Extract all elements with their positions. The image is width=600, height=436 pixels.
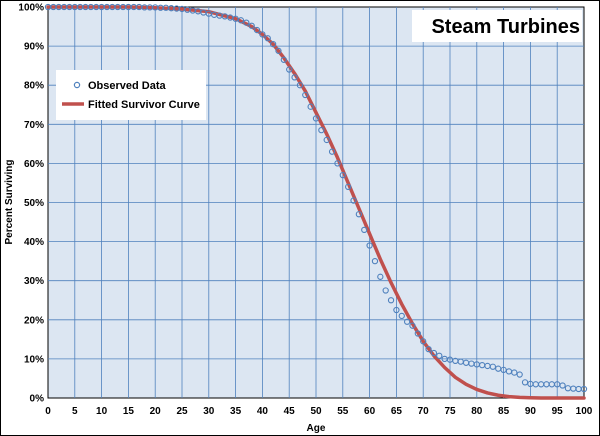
observed-data-point — [243, 19, 250, 26]
observed-data-point — [355, 211, 363, 218]
observed-data-point — [286, 66, 293, 73]
observed-data-point — [371, 257, 379, 265]
observed-data-point — [436, 352, 443, 359]
x-tick-label: 100 — [576, 406, 593, 417]
legend: Observed Data Fitted Survivor Curve — [56, 70, 206, 120]
y-axis-title: Percent Surviving — [4, 159, 15, 244]
observed-data-point — [328, 148, 336, 155]
x-tick-label: 15 — [123, 406, 135, 417]
observed-data-point — [291, 74, 298, 81]
x-tick-label: 30 — [203, 406, 215, 417]
x-tick-label: 70 — [418, 406, 430, 417]
y-tick-label: 80% — [24, 81, 44, 92]
observed-data-point — [312, 115, 320, 122]
x-tick-label: 95 — [552, 406, 564, 417]
observed-data-point — [248, 22, 255, 29]
observed-data-point — [521, 379, 529, 386]
legend-label-fitted: Fitted Survivor Curve — [88, 99, 200, 111]
y-tick-label: 50% — [24, 198, 44, 209]
observed-data-point — [393, 306, 400, 314]
x-tick-label: 85 — [498, 406, 510, 417]
observed-data-point — [430, 349, 438, 357]
x-tick-label: 40 — [257, 406, 269, 417]
observed-data-point — [500, 366, 507, 373]
x-tick-label: 25 — [176, 406, 188, 417]
y-tick-label: 60% — [24, 159, 44, 170]
observed-data-point — [489, 363, 497, 370]
observed-data-point — [339, 171, 346, 179]
y-tick-label: 30% — [24, 276, 44, 287]
y-tick-label: 20% — [24, 315, 44, 326]
observed-data-point — [275, 47, 282, 54]
observed-data-point — [377, 273, 384, 280]
observed-data-point — [345, 183, 352, 191]
observed-data-series — [44, 3, 588, 393]
x-tick-labels: 0 5 10 15 20 25 30 35 40 45 50 55 60 65 70 75 80 85 90 95 10… — [45, 406, 593, 417]
x-tick-label: 35 — [230, 406, 242, 417]
observed-data-point — [511, 369, 518, 376]
observed-data-point — [302, 91, 309, 99]
observed-data-point — [232, 15, 239, 22]
observed-data-point — [307, 103, 314, 110]
observed-data-point — [366, 242, 373, 249]
observed-data-point — [403, 318, 411, 325]
observed-data-point — [414, 330, 421, 337]
gridlines — [48, 7, 584, 398]
x-tick-label: 90 — [525, 406, 537, 417]
observed-data-point — [280, 56, 287, 63]
observed-data-point — [398, 312, 405, 320]
x-tick-label: 45 — [284, 406, 296, 417]
observed-data-point — [259, 31, 266, 38]
observed-data-point — [516, 371, 523, 378]
observed-data-point — [264, 35, 271, 42]
observed-data-point — [409, 322, 416, 329]
observed-data-point — [420, 338, 427, 345]
observed-data-point — [253, 26, 261, 34]
x-tick-label: 20 — [150, 406, 162, 417]
y-tick-labels: 0% 10% 20% 30% 40% 50% 60% 70% 80% 90% 100% — [18, 3, 44, 405]
x-tick-label: 80 — [471, 406, 483, 417]
observed-data-point — [425, 345, 432, 353]
x-tick-label: 50 — [310, 406, 322, 417]
y-tick-label: 100% — [18, 3, 44, 14]
observed-data-point — [334, 160, 341, 167]
observed-data-point — [269, 40, 277, 48]
observed-data-point — [361, 226, 368, 234]
observed-data-point — [382, 287, 389, 294]
x-tick-label: 60 — [364, 406, 376, 417]
x-tick-label: 0 — [45, 406, 51, 417]
observed-data-point — [580, 385, 588, 393]
x-tick-label: 65 — [391, 406, 403, 417]
y-tick-label: 70% — [24, 120, 44, 131]
y-tick-label: 90% — [24, 42, 44, 53]
x-axis-title: Age — [307, 423, 326, 434]
y-tick-label: 40% — [24, 237, 44, 248]
observed-data-point — [318, 127, 325, 134]
observed-data-point — [387, 297, 395, 304]
observed-data-point — [296, 82, 304, 89]
observed-data-point — [323, 136, 330, 144]
y-tick-label: 10% — [24, 354, 44, 365]
legend-marker-observed — [73, 81, 81, 89]
x-tick-label: 10 — [96, 406, 108, 417]
observed-data-point — [559, 382, 566, 389]
chart-title: Steam Turbines — [431, 16, 580, 38]
title-box — [412, 10, 582, 42]
observed-data-point — [237, 17, 245, 24]
x-tick-label: 5 — [72, 406, 78, 417]
legend-label-observed: Observed Data — [88, 80, 167, 92]
observed-data-point — [350, 197, 357, 204]
y-tick-label: 0% — [30, 394, 45, 405]
x-tick-label: 55 — [337, 406, 349, 417]
legend-box — [56, 70, 206, 120]
x-tick-label: 75 — [444, 406, 456, 417]
